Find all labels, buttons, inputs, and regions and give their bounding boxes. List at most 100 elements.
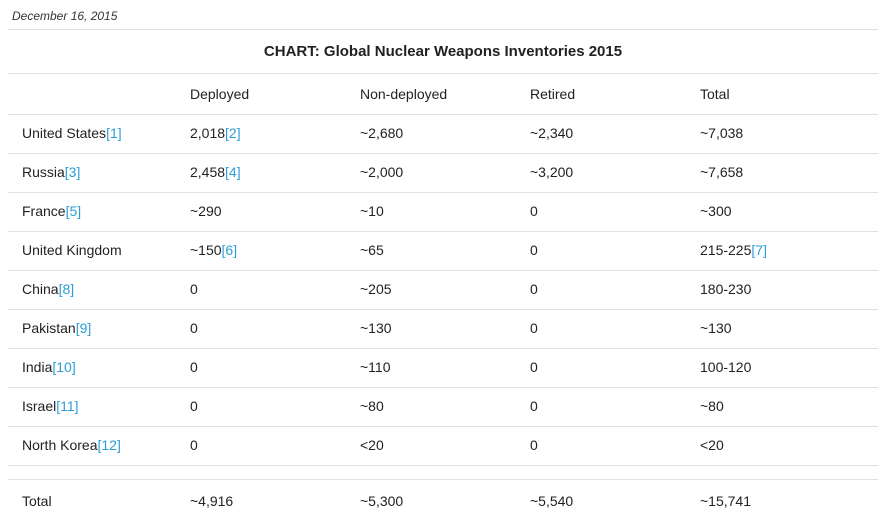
retired-cell: ~2,340 bbox=[516, 114, 686, 154]
retired-cell: 0 bbox=[516, 309, 686, 349]
table-title-row: CHART: Global Nuclear Weapons Inventorie… bbox=[8, 29, 878, 74]
non-deployed-cell: <20 bbox=[346, 426, 516, 466]
country-cell: United Kingdom bbox=[8, 231, 176, 271]
deployed-value: 0 bbox=[190, 437, 198, 453]
footnote-link[interactable]: [1] bbox=[106, 125, 122, 141]
table-row-russia: Russia[3] 2,458[4] ~2,000 ~3,200 ~7,658 bbox=[8, 153, 878, 193]
retired-value: 0 bbox=[530, 320, 538, 336]
total-row-label: Total bbox=[22, 493, 52, 509]
country-cell: Pakistan[9] bbox=[8, 309, 176, 349]
col-header-non-deployed: Non-deployed bbox=[346, 73, 516, 115]
deployed-cell: 0 bbox=[176, 270, 346, 310]
retired-cell: 0 bbox=[516, 270, 686, 310]
table-title: CHART: Global Nuclear Weapons Inventorie… bbox=[8, 29, 878, 74]
spacer-row bbox=[8, 465, 878, 480]
non-deployed-cell: ~65 bbox=[346, 231, 516, 271]
total-cell: 180-230 bbox=[686, 270, 878, 310]
total-value: 100-120 bbox=[700, 359, 752, 375]
footnote-link[interactable]: [2] bbox=[225, 125, 241, 141]
non-deployed-value: <20 bbox=[360, 437, 384, 453]
table-header-row: Deployed Non-deployed Retired Total bbox=[8, 73, 878, 115]
deployed-value: ~150 bbox=[190, 242, 222, 258]
retired-value: 0 bbox=[530, 359, 538, 375]
non-deployed-value: ~130 bbox=[360, 320, 392, 336]
total-cell: ~7,658 bbox=[686, 153, 878, 193]
nuclear-inventory-table: CHART: Global Nuclear Weapons Inventorie… bbox=[8, 29, 878, 521]
total-value: <20 bbox=[700, 437, 724, 453]
retired-value: 0 bbox=[530, 437, 538, 453]
country-cell: United States[1] bbox=[8, 114, 176, 154]
deployed-value: 2,458 bbox=[190, 164, 226, 180]
footnote-link[interactable]: [7] bbox=[751, 242, 767, 258]
footnote-link[interactable]: [4] bbox=[225, 164, 241, 180]
retired-value: 0 bbox=[530, 281, 538, 297]
col-header-deployed: Deployed bbox=[176, 73, 346, 115]
deployed-value: ~290 bbox=[190, 203, 222, 219]
footnote-link[interactable]: [5] bbox=[65, 203, 82, 219]
country-name: China bbox=[22, 281, 59, 297]
non-deployed-value: ~65 bbox=[360, 242, 384, 258]
total-cell: 100-120 bbox=[686, 348, 878, 388]
table-row-israel: Israel[11] 0 ~80 0 ~80 bbox=[8, 387, 878, 427]
footnote-link[interactable]: [9] bbox=[75, 320, 92, 336]
total-cell: ~80 bbox=[686, 387, 878, 427]
retired-cell: 0 bbox=[516, 192, 686, 232]
deployed-value: 0 bbox=[190, 398, 198, 414]
deployed-cell: 2,458[4] bbox=[176, 153, 346, 193]
country-cell: North Korea[12] bbox=[8, 426, 176, 466]
country-name: United Kingdom bbox=[22, 242, 122, 258]
total-retired-value: ~5,540 bbox=[530, 493, 574, 509]
deployed-cell: ~150[6] bbox=[176, 231, 346, 271]
total-cell: ~7,038 bbox=[686, 114, 878, 154]
non-deployed-value: ~10 bbox=[360, 203, 384, 219]
footnote-link[interactable]: [3] bbox=[64, 164, 81, 180]
country-name: France bbox=[22, 203, 66, 219]
retired-cell: 0 bbox=[516, 387, 686, 427]
table-row-pakistan: Pakistan[9] 0 ~130 0 ~130 bbox=[8, 309, 878, 349]
footnote-link[interactable]: [11] bbox=[56, 398, 79, 414]
col-header-country bbox=[8, 73, 176, 115]
deployed-cell: 0 bbox=[176, 348, 346, 388]
retired-cell: 0 bbox=[516, 348, 686, 388]
table-row-united-kingdom: United Kingdom ~150[6] ~65 0 215-225[7] bbox=[8, 231, 878, 271]
country-name: Israel bbox=[22, 398, 57, 414]
deployed-cell: 2,018[2] bbox=[176, 114, 346, 154]
footnote-link[interactable]: [10] bbox=[52, 359, 76, 375]
country-name: Pakistan bbox=[22, 320, 76, 336]
non-deployed-cell: ~130 bbox=[346, 309, 516, 349]
total-value: ~7,658 bbox=[700, 164, 744, 180]
country-cell: India[10] bbox=[8, 348, 176, 388]
total-total-value: ~15,741 bbox=[700, 493, 751, 509]
non-deployed-value: ~205 bbox=[360, 281, 392, 297]
table-row-france: France[5] ~290 ~10 0 ~300 bbox=[8, 192, 878, 232]
non-deployed-cell: ~205 bbox=[346, 270, 516, 310]
country-name: United States bbox=[22, 125, 107, 141]
total-cell: ~130 bbox=[686, 309, 878, 349]
retired-value: 0 bbox=[530, 398, 538, 414]
footnote-link[interactable]: [6] bbox=[221, 242, 238, 258]
country-name: India bbox=[22, 359, 53, 375]
total-value: ~130 bbox=[700, 320, 732, 336]
country-cell: China[8] bbox=[8, 270, 176, 310]
deployed-cell: 0 bbox=[176, 309, 346, 349]
table-row-north-korea: North Korea[12] 0 <20 0 <20 bbox=[8, 426, 878, 466]
deployed-value: 0 bbox=[190, 359, 198, 375]
footnote-link[interactable]: [8] bbox=[58, 281, 75, 297]
total-deployed-value: ~4,916 bbox=[190, 493, 234, 509]
country-name: Russia bbox=[22, 164, 65, 180]
table-row-united-states: United States[1] 2,018[2] ~2,680 ~2,340 … bbox=[8, 114, 878, 154]
retired-value: ~2,340 bbox=[530, 125, 574, 141]
non-deployed-cell: ~2,000 bbox=[346, 153, 516, 193]
total-value: ~80 bbox=[700, 398, 724, 414]
total-cell: ~300 bbox=[686, 192, 878, 232]
non-deployed-cell: ~110 bbox=[346, 348, 516, 388]
article-date: December 16, 2015 bbox=[12, 9, 118, 23]
country-cell: France[5] bbox=[8, 192, 176, 232]
non-deployed-cell: ~80 bbox=[346, 387, 516, 427]
footnote-link[interactable]: [12] bbox=[97, 437, 121, 453]
deployed-cell: 0 bbox=[176, 387, 346, 427]
col-header-retired: Retired bbox=[516, 73, 686, 115]
table-row-india: India[10] 0 ~110 0 100-120 bbox=[8, 348, 878, 388]
non-deployed-cell: ~10 bbox=[346, 192, 516, 232]
total-cell: 215-225[7] bbox=[686, 231, 878, 271]
